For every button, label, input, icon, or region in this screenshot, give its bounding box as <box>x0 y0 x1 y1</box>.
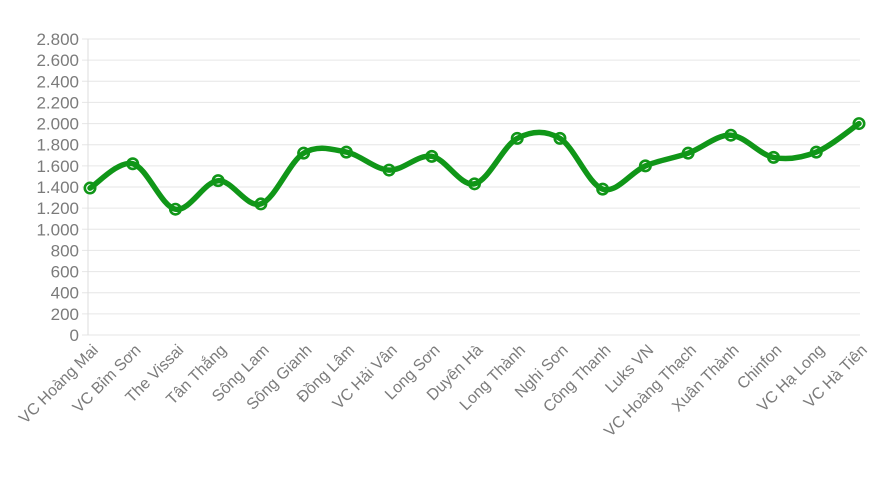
y-axis-tick-label: 2.800 <box>36 30 79 49</box>
series-line <box>87 120 862 212</box>
y-axis-tick-label: 1.000 <box>36 220 79 239</box>
y-axis-tick-label: 800 <box>51 241 79 260</box>
gridlines-group <box>82 38 860 336</box>
y-axis-tick-label: 0 <box>70 326 79 345</box>
series-group <box>83 117 866 216</box>
y-axis-tick-label: 1.600 <box>36 157 79 176</box>
y-axis-tick-label: 1.800 <box>36 136 79 155</box>
y-axis-labels-group: 0 200 400 600 800 1.000 1.200 1.400 1.600 1.800 2.… <box>36 30 79 345</box>
y-axis-tick-label: 2.600 <box>36 51 79 70</box>
y-axis-tick-label: 400 <box>51 284 79 303</box>
y-axis-tick-label: 200 <box>51 305 79 324</box>
y-axis-tick-label: 1.400 <box>36 178 79 197</box>
y-axis-tick-label: 1.200 <box>36 199 79 218</box>
y-axis-tick-label: 600 <box>51 263 79 282</box>
y-axis-tick-label: 2.400 <box>36 72 79 91</box>
y-axis-tick-label: 2.000 <box>36 115 79 134</box>
y-axis-tick-label: 2.200 <box>36 93 79 112</box>
